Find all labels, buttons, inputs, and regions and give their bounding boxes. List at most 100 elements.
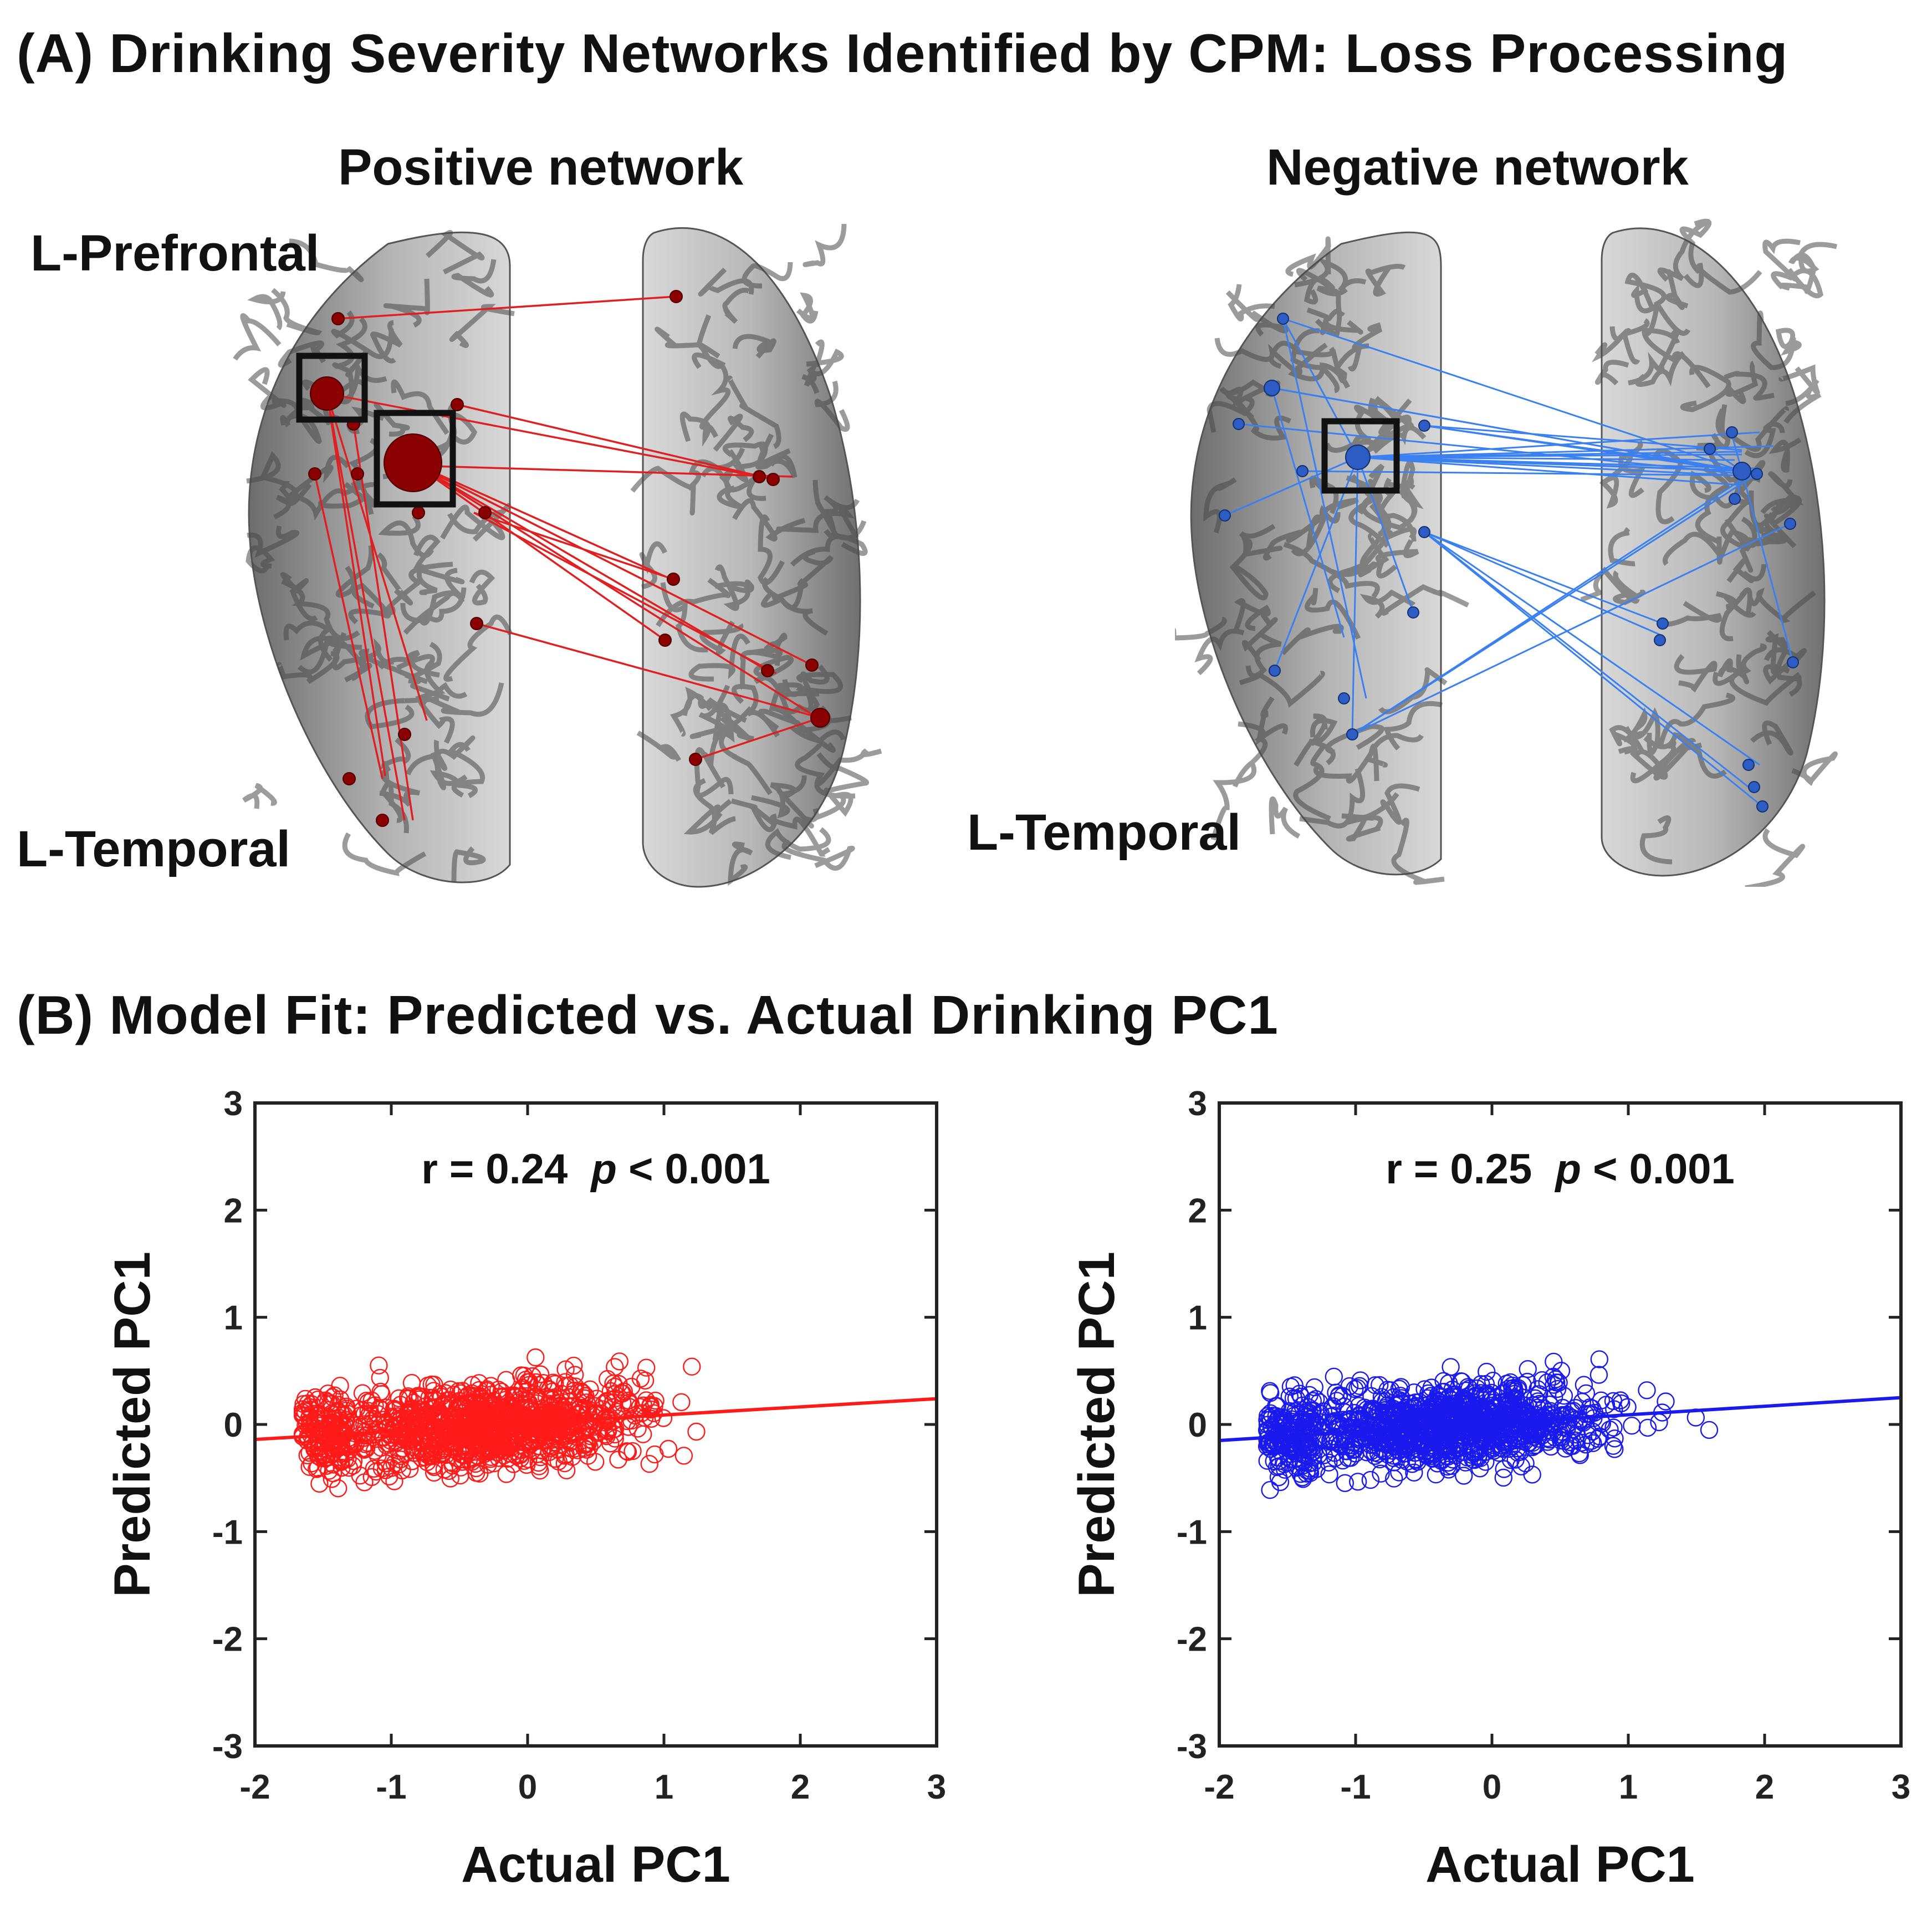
gyrus-fold (1657, 692, 1736, 749)
gyrus-fold (1290, 328, 1340, 394)
data-point (428, 1441, 447, 1460)
data-point (1401, 1395, 1419, 1413)
y-tick-label: -2 (1177, 1621, 1207, 1659)
data-point (1455, 1467, 1473, 1485)
gyrus-fold (1387, 474, 1424, 509)
x-tick-label: 2 (1755, 1768, 1774, 1806)
gyrus-fold (300, 636, 362, 661)
data-point (1383, 1432, 1402, 1451)
data-point (1359, 1427, 1377, 1446)
gyrus-fold (1631, 284, 1661, 336)
gyrus-fold (1683, 263, 1762, 295)
data-point (1558, 1415, 1577, 1434)
gyrus-fold (426, 682, 504, 717)
data-point (1378, 1418, 1397, 1437)
data-point (377, 1398, 395, 1417)
data-point (586, 1404, 605, 1422)
data-point (1340, 1377, 1359, 1396)
gyrus-fold (233, 313, 282, 361)
right-hemisphere (1580, 218, 1838, 887)
data-point (1540, 1421, 1558, 1439)
gyrus-fold (425, 229, 485, 275)
data-point (1338, 1411, 1357, 1429)
gyrus-fold (1779, 252, 1817, 294)
x-tick-label: 2 (791, 1768, 810, 1806)
gyrus-fold (1750, 720, 1793, 755)
data-point (1611, 1391, 1629, 1409)
data-point (1471, 1437, 1490, 1456)
gyrus-fold (699, 620, 744, 655)
gyrus-fold (728, 841, 753, 886)
gyrus-fold (396, 653, 446, 702)
data-point (497, 1371, 515, 1389)
gyrus-fold (751, 782, 797, 819)
gyrus-fold (1747, 587, 1816, 623)
highlight-box-hub (1321, 418, 1400, 494)
gyrus-fold (1760, 471, 1804, 514)
stat-p-symbol: p (1555, 1146, 1581, 1193)
data-point (536, 1419, 555, 1437)
data-point (333, 1458, 351, 1477)
y-tick-label: -3 (1177, 1728, 1207, 1766)
data-point (1471, 1400, 1490, 1418)
data-point (617, 1442, 636, 1460)
data-point (321, 1446, 340, 1464)
gyrus-fold (719, 726, 773, 795)
data-point (1567, 1426, 1586, 1444)
gyrus-fold (1628, 328, 1680, 386)
data-point (654, 1409, 673, 1427)
data-point (586, 1453, 605, 1471)
gyrus-fold (1609, 318, 1650, 342)
data-point (1292, 1453, 1310, 1472)
data-point (1310, 1393, 1328, 1412)
data-point (586, 1397, 604, 1415)
gyrus-fold (1751, 310, 1796, 370)
data-point (375, 1411, 393, 1429)
gyrus-fold (1228, 284, 1275, 322)
data-point (461, 1396, 480, 1414)
data-point (687, 1422, 706, 1441)
gyrus-fold (1674, 654, 1718, 693)
gyrus-fold (639, 541, 668, 590)
data-point (512, 1387, 530, 1406)
data-point (504, 1455, 523, 1473)
data-point (1348, 1411, 1366, 1429)
data-point (390, 1389, 408, 1407)
gyrus-fold (1642, 328, 1711, 389)
data-point (1657, 1392, 1675, 1411)
data-point (490, 1402, 509, 1421)
data-point (504, 1403, 522, 1422)
gyrus-fold (1316, 285, 1348, 317)
data-point (595, 1395, 614, 1413)
data-point (1384, 1437, 1402, 1455)
data-point (565, 1366, 584, 1384)
gyrus-fold (1375, 539, 1419, 579)
y-tick-label: -3 (212, 1728, 243, 1766)
data-point (1402, 1442, 1420, 1460)
data-point (531, 1462, 549, 1480)
positive-network-nodes (308, 290, 830, 827)
data-point (323, 1470, 341, 1488)
data-point (377, 1436, 396, 1454)
data-point (370, 1399, 389, 1418)
gyrus-fold (1341, 813, 1383, 831)
data-point (1342, 1438, 1360, 1457)
left-hemisphere (233, 229, 515, 883)
gyrus-fold (804, 339, 825, 394)
data-point (1591, 1427, 1609, 1446)
data-point (453, 1453, 472, 1471)
y-tick-label: 3 (1188, 1085, 1207, 1123)
gyrus-fold (1623, 707, 1648, 743)
data-point (1390, 1380, 1408, 1398)
gyrus-fold (1719, 587, 1752, 641)
data-point (1577, 1384, 1596, 1402)
data-point (1320, 1465, 1338, 1484)
data-point (1263, 1407, 1281, 1425)
data-point (408, 1388, 427, 1407)
data-point (435, 1460, 453, 1479)
data-point (1350, 1397, 1368, 1415)
scatter-points (1258, 1350, 1719, 1499)
data-point (1478, 1362, 1496, 1381)
data-point (1366, 1376, 1384, 1395)
data-point (572, 1383, 590, 1401)
